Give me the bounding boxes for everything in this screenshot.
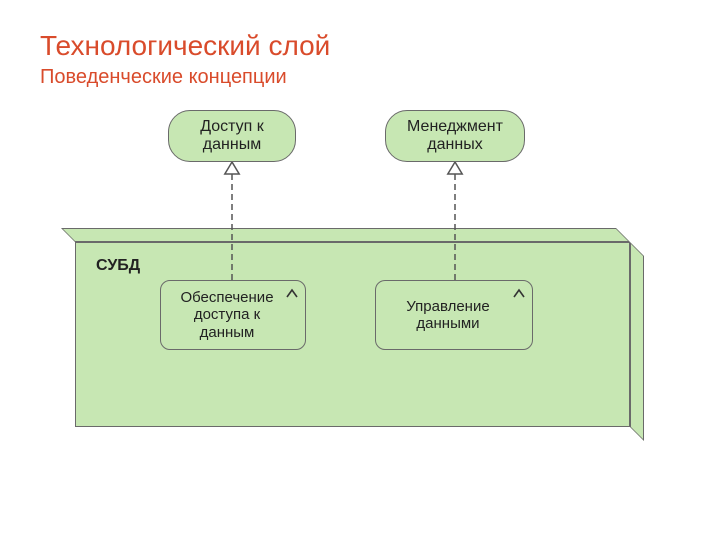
service-mgmt-node: Менеджментданных xyxy=(385,110,525,162)
service-access-label: Доступ кданным xyxy=(200,118,264,155)
container-front-face: СУБД xyxy=(75,242,630,427)
slide: Технологический слой Поведенческие конце… xyxy=(0,0,720,540)
function-mgmt-label: Управлениеданными xyxy=(406,298,489,333)
function-access-node: Обеспечениедоступа кданным xyxy=(160,280,306,350)
diagram-canvas: СУБД Доступ кданным Менеджментданных Обе… xyxy=(75,110,645,480)
service-access-node: Доступ кданным xyxy=(168,110,296,162)
container-side-face xyxy=(630,242,644,441)
function-mgmt-node: Управлениеданными xyxy=(375,280,533,350)
function-access-label: Обеспечениедоступа кданным xyxy=(180,289,273,341)
service-mgmt-label: Менеджментданных xyxy=(407,118,503,155)
page-subtitle: Поведенческие концепции xyxy=(40,66,287,89)
container-top-face xyxy=(61,228,630,242)
chevron-up-icon xyxy=(285,287,299,301)
container-label: СУБД xyxy=(96,257,140,275)
page-title: Технологический слой xyxy=(40,30,330,62)
chevron-up-icon xyxy=(512,287,526,301)
